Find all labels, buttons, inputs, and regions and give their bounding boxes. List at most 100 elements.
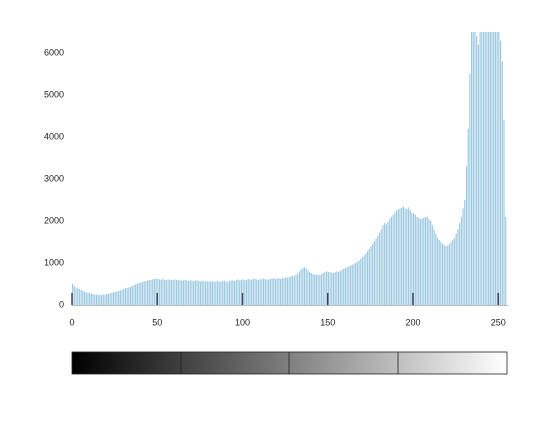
bar — [247, 278, 249, 305]
bar — [387, 221, 389, 305]
bar — [158, 279, 161, 305]
bar — [85, 292, 87, 305]
bar — [199, 281, 202, 305]
x-tick-label: 100 — [235, 317, 250, 327]
bar — [256, 279, 258, 305]
bar — [469, 74, 471, 305]
bar — [407, 207, 410, 305]
bar — [358, 260, 360, 305]
bar — [136, 283, 138, 305]
bar — [157, 278, 159, 305]
bar — [424, 216, 427, 305]
bar — [80, 289, 82, 305]
bar — [336, 271, 338, 305]
bar — [239, 280, 241, 305]
bar — [438, 239, 440, 305]
bar — [97, 294, 99, 305]
bar — [244, 280, 246, 305]
bar — [457, 229, 459, 305]
bar — [426, 216, 428, 305]
bar — [322, 273, 324, 305]
bar — [216, 281, 219, 305]
bar — [280, 278, 282, 305]
bar — [87, 292, 89, 305]
bar — [203, 281, 205, 305]
bar — [172, 279, 174, 305]
bar — [211, 281, 214, 305]
bar — [189, 280, 191, 305]
bar — [145, 281, 147, 305]
bar — [131, 286, 133, 305]
bar — [102, 294, 104, 305]
bar — [77, 288, 79, 305]
bar — [262, 278, 265, 305]
bar — [413, 213, 415, 305]
bar — [254, 278, 256, 305]
bar — [112, 292, 115, 305]
bar — [198, 281, 200, 305]
bar — [373, 241, 375, 305]
bar — [418, 217, 420, 305]
bar — [78, 289, 81, 305]
bar — [268, 279, 270, 305]
bar — [83, 291, 86, 305]
bar — [119, 290, 121, 305]
bar — [440, 242, 442, 305]
bar — [445, 246, 447, 305]
bar — [297, 273, 299, 305]
bar — [107, 293, 110, 305]
bar — [225, 281, 227, 305]
bar — [123, 289, 125, 305]
bar — [452, 239, 454, 305]
bar — [242, 279, 244, 305]
bar — [443, 245, 445, 305]
bar — [465, 166, 468, 305]
bar — [227, 281, 229, 305]
bar — [128, 287, 130, 305]
bar — [472, 32, 474, 305]
bar — [237, 279, 239, 305]
bar — [442, 244, 444, 305]
bar — [181, 280, 183, 305]
bar — [300, 269, 302, 305]
bar — [245, 279, 248, 305]
bar — [419, 218, 422, 305]
bar — [141, 281, 144, 305]
bar — [375, 238, 377, 305]
bar — [155, 278, 157, 305]
bar — [186, 280, 188, 305]
bar — [474, 32, 476, 305]
bar — [351, 264, 353, 305]
bar — [394, 212, 396, 305]
bar — [140, 282, 142, 305]
bar — [133, 285, 135, 305]
bar — [281, 277, 283, 305]
bar — [309, 272, 311, 305]
bar — [423, 217, 425, 305]
y-tick-label: 3000 — [44, 173, 64, 183]
bar — [317, 275, 319, 305]
bar — [499, 40, 502, 306]
bar — [365, 253, 367, 305]
bar — [453, 237, 456, 305]
bar — [73, 286, 75, 305]
bar — [433, 229, 435, 305]
bar — [353, 263, 355, 305]
bar — [414, 214, 416, 305]
bar — [276, 278, 278, 305]
x-tick-label: 250 — [491, 317, 506, 327]
y-tick-label: 4000 — [44, 131, 64, 141]
bar — [251, 279, 253, 305]
bar — [327, 271, 329, 305]
bar — [94, 294, 96, 305]
bar — [488, 32, 490, 305]
bar — [447, 245, 449, 305]
bar — [411, 212, 413, 305]
bar — [399, 208, 401, 305]
bar — [152, 279, 154, 305]
y-tick-label: 2000 — [44, 215, 64, 225]
gray-ramp — [71, 351, 508, 375]
bar — [319, 274, 321, 305]
